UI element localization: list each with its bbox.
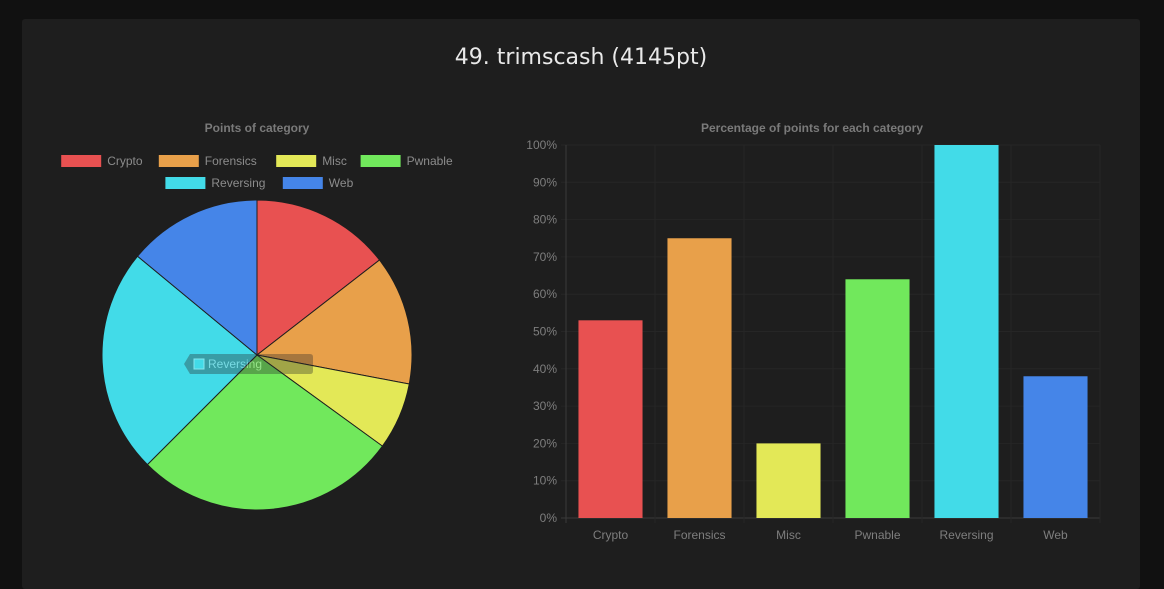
pie-legend-item-forensics[interactable]: Forensics — [158, 154, 257, 168]
pie-slice-crypto[interactable] — [256, 199, 381, 357]
bar-y-tick-label: 60% — [533, 287, 557, 301]
bar-crypto[interactable] — [578, 320, 643, 518]
bar-pwnable[interactable] — [845, 279, 910, 518]
bar-y-tick-label: 100% — [526, 138, 557, 152]
page-title: 49. trimscash (4145pt) — [454, 45, 708, 70]
bar-y-axis: 0% 10% 20% 30% 40% 50% 60% 70% 80% 90% 100% — [526, 138, 557, 525]
bar-y-tick-label: 80% — [533, 213, 557, 227]
pie-tooltip: Reversing — [184, 354, 313, 374]
bar-y-tick-label: 70% — [533, 250, 557, 264]
pie-slice-web[interactable] — [136, 199, 258, 357]
legend-label: Forensics — [205, 154, 257, 168]
pie-legend-item-reversing[interactable]: Reversing — [165, 176, 265, 190]
bar-y-tick-label: 30% — [533, 399, 557, 413]
bar-web[interactable] — [1023, 376, 1088, 518]
bar-forensics[interactable] — [667, 238, 732, 518]
bar-x-tick-label: Web — [1043, 528, 1068, 542]
bar-x-tick-label: Misc — [776, 528, 801, 542]
legend-label: Reversing — [211, 176, 265, 190]
bar-y-tick-label: 0% — [540, 511, 558, 525]
bar-y-tick-label: 20% — [533, 436, 557, 450]
pie-chart-title: Points of category — [205, 121, 310, 135]
legend-swatch — [360, 155, 401, 167]
legend-swatch — [276, 155, 317, 167]
bar-misc[interactable] — [756, 443, 821, 518]
legend-swatch — [282, 177, 323, 189]
bar-y-tick-label: 90% — [533, 175, 557, 189]
bar-x-tick-label: Pwnable — [854, 528, 900, 542]
legend-label: Misc — [322, 154, 347, 168]
bar-y-tick-label: 10% — [533, 474, 557, 488]
bar-y-tick-label: 50% — [533, 325, 557, 339]
pie-legend-item-pwnable[interactable]: Pwnable — [360, 154, 453, 168]
bar-x-axis: Crypto Forensics Misc Pwnable Reversing Web — [593, 528, 1068, 542]
pie-tooltip-label: Reversing — [208, 357, 262, 371]
bar-y-tick-label: 40% — [533, 362, 557, 376]
pie-slice-reversing[interactable] — [101, 255, 258, 466]
pie-slice-pwnable[interactable] — [146, 354, 384, 511]
legend-label: Crypto — [107, 154, 143, 168]
pie-legend-item-misc[interactable]: Misc — [276, 154, 347, 168]
legend-swatch — [165, 177, 206, 189]
legend-label: Pwnable — [407, 154, 453, 168]
legend-swatch — [61, 155, 102, 167]
legend-label: Web — [329, 176, 354, 190]
pie-legend-item-crypto[interactable]: Crypto — [61, 154, 143, 168]
bar-x-tick-label: Reversing — [939, 528, 993, 542]
bar-chart[interactable] — [578, 145, 1088, 518]
bar-reversing[interactable] — [934, 145, 999, 518]
legend-swatch — [158, 155, 199, 167]
pie-legend-item-web[interactable]: Web — [282, 176, 354, 190]
bar-chart-title: Percentage of points for each category — [701, 121, 923, 135]
pie-slice-forensics[interactable] — [255, 259, 413, 385]
pie-legend[interactable]: Crypto Forensics Misc Pwnable Reversing Web — [61, 154, 453, 190]
bar-x-tick-label: Crypto — [593, 528, 629, 542]
pie-chart[interactable] — [101, 199, 413, 511]
bar-grid — [561, 144, 1101, 523]
bar-x-tick-label: Forensics — [673, 528, 725, 542]
